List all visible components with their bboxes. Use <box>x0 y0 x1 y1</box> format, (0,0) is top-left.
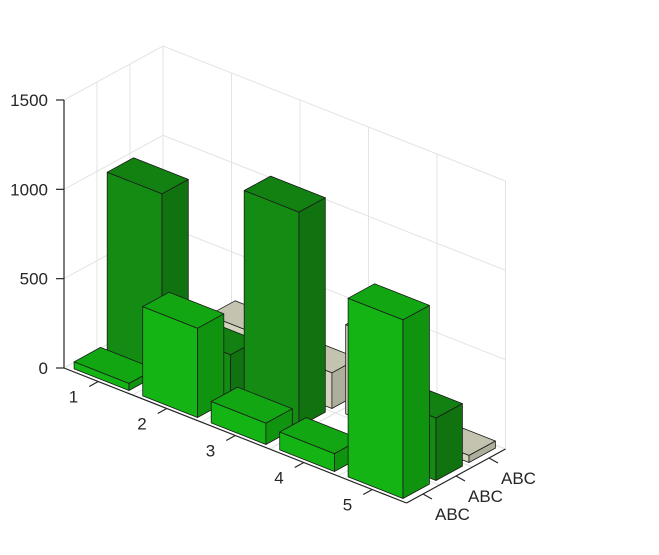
bar-face-top <box>210 386 293 424</box>
bar-face-top <box>347 283 430 321</box>
bar-face-side <box>402 304 430 499</box>
z-tick-label: 1500 <box>10 91 48 110</box>
x-tick-label: 3 <box>206 442 215 461</box>
bar-face-front <box>347 297 404 499</box>
z-tick-label: 0 <box>39 359 48 378</box>
bar-face-top <box>106 157 189 195</box>
x-tick-label: 2 <box>137 415 146 434</box>
y-tick-mark <box>422 493 433 500</box>
x-tick-label: 5 <box>343 496 352 515</box>
bar <box>243 175 326 427</box>
x-tick-label: 4 <box>274 469 283 488</box>
bar <box>142 291 225 418</box>
y-tick-label: ABC <box>435 505 470 524</box>
bars <box>73 157 496 499</box>
bar-face-side <box>298 197 326 427</box>
x-tick-mark <box>294 461 305 469</box>
bar-face-top <box>142 291 225 329</box>
z-tick-label: 500 <box>20 270 48 289</box>
bar-face-front <box>243 190 300 427</box>
x-tick-mark <box>157 407 168 415</box>
axes <box>56 99 506 504</box>
x-tick-mark <box>362 488 373 496</box>
bar <box>210 386 293 445</box>
y-tick-label: ABC <box>501 469 536 488</box>
x-tick-mark <box>88 380 99 388</box>
x-tick-mark <box>225 434 236 442</box>
y-tick-label: ABC <box>468 487 503 506</box>
z-tick-label: 1000 <box>10 180 48 199</box>
bar <box>347 283 430 499</box>
x-tick-label: 1 <box>69 388 78 407</box>
y-tick-mark <box>488 457 499 464</box>
y-tick-mark <box>455 475 466 482</box>
bar-face-top <box>243 175 326 213</box>
